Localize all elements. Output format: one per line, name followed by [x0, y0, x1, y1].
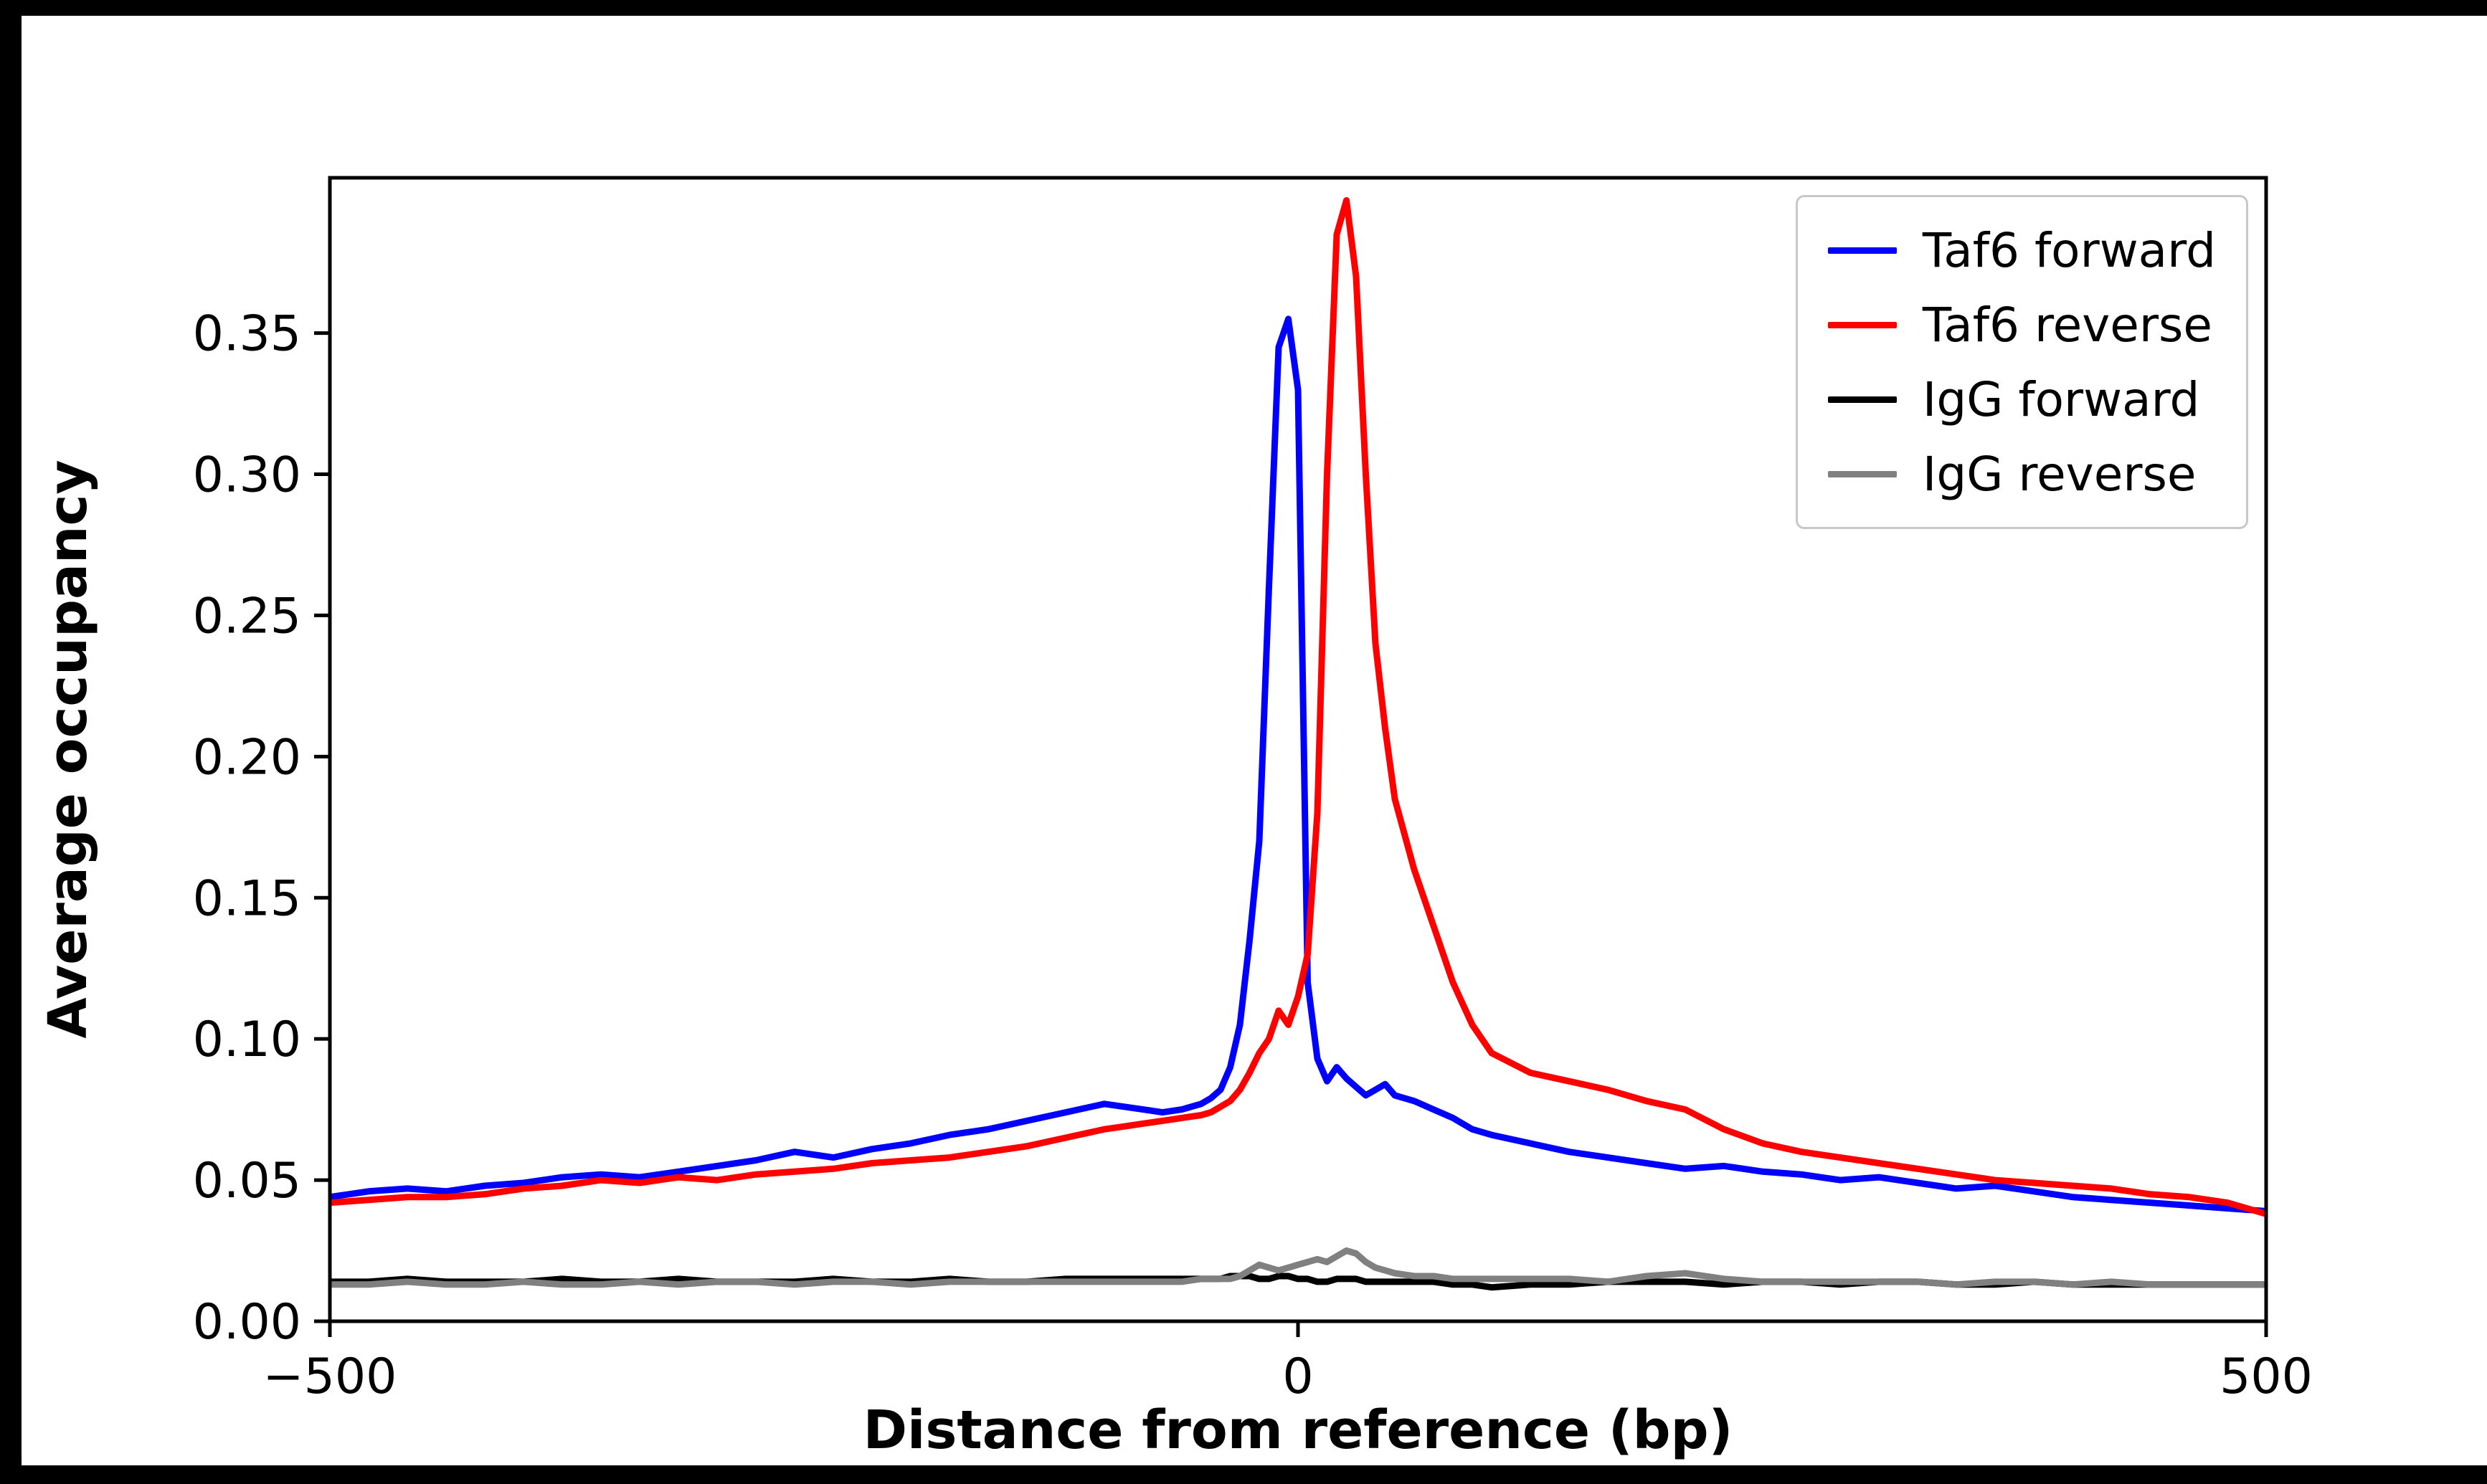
legend-label: Taf6 forward — [1922, 222, 2216, 278]
y-tick-label: 0.25 — [193, 588, 301, 645]
legend-line-swatch — [1827, 396, 1897, 403]
y-tick-label: 0.05 — [193, 1153, 301, 1209]
legend-label: IgG forward — [1922, 371, 2200, 427]
legend-line-swatch — [1827, 321, 1897, 328]
legend-item-taf6-reverse: Taf6 reverse — [1827, 287, 2216, 362]
screenshot-frame-left — [0, 0, 22, 1484]
series-line-taf6-forward — [330, 315, 2266, 1214]
y-tick-label: 0.20 — [193, 729, 301, 786]
legend-line-swatch — [1827, 470, 1897, 477]
legend-label: Taf6 reverse — [1922, 297, 2213, 353]
x-tick-label: 500 — [2220, 1349, 2313, 1405]
y-axis-label: Average occupancy — [37, 460, 99, 1039]
x-tick-label: 0 — [1282, 1349, 1313, 1405]
series-line-igg-reverse — [330, 1247, 2266, 1288]
y-tick-label: 0.35 — [193, 306, 301, 363]
y-tick-label: 0.10 — [193, 1012, 301, 1068]
screenshot-frame-bottom — [0, 1465, 2487, 1484]
series-line-taf6-reverse — [330, 197, 2266, 1217]
legend-line-swatch — [1827, 247, 1897, 254]
legend-item-taf6-forward: Taf6 forward — [1827, 213, 2216, 287]
y-tick-label: 0.30 — [193, 447, 301, 504]
legend-item-igg-reverse: IgG reverse — [1827, 437, 2216, 511]
legend-label: IgG reverse — [1922, 446, 2197, 502]
x-axis-label: Distance from reference (bp) — [863, 1399, 1733, 1461]
legend-item-igg-forward: IgG forward — [1827, 362, 2216, 437]
y-tick-label: 0.00 — [193, 1294, 301, 1351]
x-tick-label: −500 — [263, 1349, 397, 1405]
legend: Taf6 forward Taf6 reverse IgG forward IgG r… — [1795, 195, 2248, 529]
y-tick-label: 0.15 — [193, 870, 301, 927]
screenshot-frame-top — [0, 0, 2487, 16]
